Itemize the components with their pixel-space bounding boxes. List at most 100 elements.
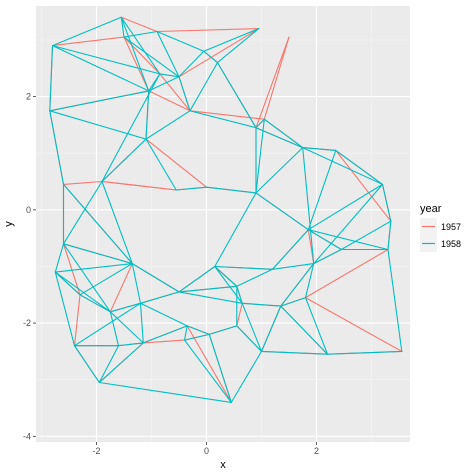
edge-1958	[62, 180, 103, 245]
x-tick-label: -2	[92, 446, 100, 456]
edge-1957	[159, 73, 191, 112]
edge-1958	[51, 16, 122, 47]
edge-1958	[49, 110, 147, 140]
edge-1958	[189, 62, 219, 112]
edge-1958	[216, 62, 257, 129]
edge-1958	[73, 345, 100, 384]
edge-1958	[236, 268, 274, 287]
edge-1958	[230, 350, 263, 403]
edge-1957	[101, 180, 177, 191]
edge-1957	[62, 243, 81, 296]
edge-1958	[304, 297, 329, 355]
edge-1958	[178, 76, 191, 112]
y-axis-title: y	[3, 221, 15, 227]
edge-1958	[120, 16, 161, 75]
edge-1957	[123, 36, 150, 92]
y-tick-label: 0	[26, 205, 31, 215]
y-tick-label: -4	[23, 431, 31, 441]
edge-1958	[216, 28, 260, 64]
edge-1958	[307, 149, 337, 231]
edge-1957	[255, 36, 290, 129]
legend-label: 1957	[441, 222, 461, 232]
edge-1958	[255, 127, 304, 149]
edge-1958	[178, 265, 216, 293]
edge-1957	[178, 28, 260, 78]
edge-1958	[123, 36, 180, 78]
legend: year 1957 1958	[420, 203, 461, 252]
edge-1958	[178, 285, 238, 293]
edge-1958	[109, 311, 120, 347]
edge-1958	[280, 305, 329, 355]
edge-1958	[109, 302, 142, 313]
edge-1958	[208, 325, 238, 335]
edge-1958	[54, 243, 65, 273]
edge-1958	[260, 305, 282, 352]
edge-1958	[178, 291, 243, 304]
edge-1958	[51, 45, 150, 92]
edge-1958	[236, 325, 263, 352]
edge-1958	[214, 265, 238, 287]
edge-1958	[271, 229, 309, 270]
edge-1958	[139, 302, 188, 327]
edge-1958	[145, 138, 177, 191]
edge-1958	[307, 229, 389, 251]
edge-1958	[73, 302, 142, 347]
edge-1958	[54, 271, 76, 347]
edge-1958	[271, 263, 315, 270]
y-tick-label: -2	[23, 318, 31, 328]
edge-1958	[241, 302, 282, 307]
edge-1958	[280, 297, 307, 307]
edge-1957	[304, 248, 389, 299]
edge-1958	[178, 50, 205, 78]
legend-entry: 1957	[420, 218, 461, 235]
edge-1958	[255, 192, 309, 231]
edge-1957	[62, 180, 103, 185]
edge-1958	[79, 294, 111, 313]
y-tick-label: 2	[26, 92, 31, 102]
edge-1958	[49, 90, 150, 112]
edge-1958	[98, 342, 144, 384]
edge-1958	[313, 248, 342, 265]
edge-1957	[335, 149, 392, 222]
edge-1958	[307, 183, 384, 231]
edge-1958	[255, 147, 304, 194]
x-axis-title: x	[220, 459, 226, 471]
edge-1958	[49, 110, 65, 185]
edge-1958	[54, 271, 81, 296]
edge-1958	[117, 342, 144, 347]
edge-1957	[73, 294, 81, 347]
edge-1958	[145, 110, 191, 140]
axis-ticks: -2 0 2 -4 -2 0 2	[23, 92, 319, 456]
series-1958	[49, 16, 403, 403]
edge-1958	[205, 186, 257, 194]
edge-1957	[189, 110, 265, 120]
edge-1958	[340, 220, 392, 251]
edge-1958	[387, 248, 403, 352]
edge-1958	[304, 263, 315, 299]
edge-1958	[214, 265, 274, 270]
edge-1958	[183, 339, 232, 403]
edge-1958	[139, 291, 180, 304]
edge-1958	[101, 180, 133, 265]
edge-1958	[62, 183, 133, 265]
edge-1957	[263, 36, 290, 120]
legend-title: year	[420, 203, 442, 215]
edge-1958	[175, 186, 208, 191]
edge-1958	[120, 16, 125, 38]
edge-1958	[203, 50, 219, 64]
edge-1958	[98, 345, 120, 384]
edge-1958	[51, 45, 161, 75]
edge-1958	[280, 263, 315, 307]
edge-1957	[123, 36, 161, 75]
edge-1958	[145, 90, 150, 140]
edge-1958	[156, 30, 180, 78]
edge-1957	[304, 297, 403, 352]
edge-1957	[236, 302, 243, 327]
edge-1958	[139, 302, 144, 344]
edge-1958	[335, 149, 384, 185]
edge-1957	[51, 36, 125, 47]
edge-1958	[183, 333, 210, 341]
edge-1958	[62, 243, 133, 265]
edge-1958	[131, 263, 180, 293]
edge-1958	[214, 265, 243, 304]
